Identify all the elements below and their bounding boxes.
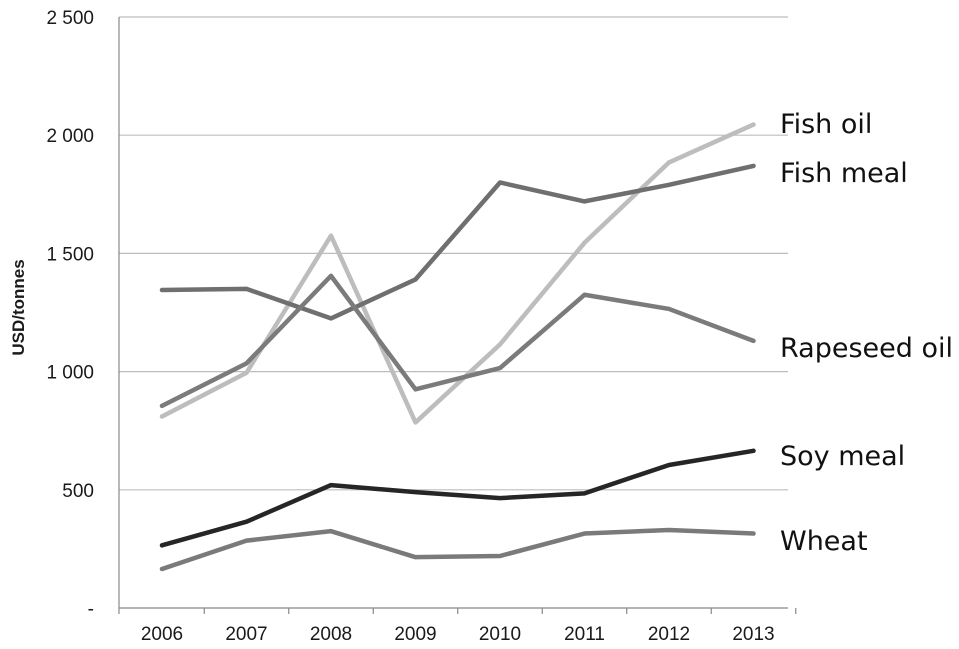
data-point-wheat [667, 527, 671, 532]
series-label-fish-oil: Fish oil [780, 109, 872, 140]
data-point-soy-meal [244, 519, 249, 524]
series-labels: Fish oil Fish meal Rapeseed oil Soy meal Whe… [780, 109, 953, 557]
x-tick-label: 2008 [310, 624, 352, 645]
x-tick-label: 2007 [225, 624, 267, 645]
x-tick-label: 2006 [141, 624, 183, 645]
series-label-fish-meal: Fish meal [780, 158, 908, 189]
data-point-fish-oil [413, 420, 418, 425]
data-point-fish-meal [244, 286, 249, 291]
gridlines [119, 16, 788, 491]
data-point-fish-oil [751, 122, 756, 127]
data-point-soy-meal [751, 448, 756, 453]
series-label-wheat: Wheat [780, 526, 868, 557]
y-tick-label: 1 500 [46, 244, 94, 265]
data-point-wheat [413, 555, 418, 560]
data-point-rapeseed-oil [244, 361, 249, 366]
series-label-rapeseed-oil: Rapeseed oil [780, 333, 953, 364]
x-tick-labels: 2006 2007 2008 2009 2010 2011 2012 2013 [141, 624, 775, 645]
data-point-fish-oil [498, 342, 502, 347]
data-point-fish-meal [329, 316, 333, 321]
data-point-wheat [244, 538, 249, 543]
data-point-soy-meal [160, 543, 164, 548]
y-axis-label: USD/tonnes [9, 259, 28, 355]
x-tick-label: 2009 [394, 624, 436, 645]
x-tick-label: 2010 [479, 624, 521, 645]
data-point-soy-meal [498, 496, 502, 501]
data-point-fish-oil [582, 240, 587, 245]
data-point-soy-meal [329, 483, 333, 488]
data-point-rapeseed-oil [413, 387, 418, 392]
data-point-soy-meal [582, 491, 587, 496]
data-point-fish-meal [667, 182, 671, 187]
data-point-rapeseed-oil [160, 403, 164, 408]
data-point-soy-meal [667, 462, 671, 467]
data-point-fish-oil [329, 233, 333, 238]
series-line-soy-meal [159, 448, 756, 548]
data-point-wheat [582, 531, 587, 536]
axes [118, 17, 797, 614]
y-tick-label: 1 000 [46, 363, 94, 384]
x-tick-label: 2011 [564, 624, 605, 645]
series-line-wheat [159, 527, 756, 572]
series-line-rapeseed-oil [159, 273, 756, 409]
data-point-rapeseed-oil [667, 306, 671, 311]
data-point-fish-meal [413, 277, 418, 282]
data-point-rapeseed-oil [498, 366, 502, 371]
data-point-fish-meal [160, 288, 164, 293]
y-tick-label: 500 [62, 481, 94, 502]
data-point-wheat [751, 531, 756, 536]
data-point-wheat [160, 566, 164, 571]
data-point-rapeseed-oil [329, 273, 333, 278]
x-tick-label: 2013 [732, 624, 774, 645]
data-point-rapeseed-oil [751, 338, 756, 343]
y-tick-label: 2 000 [46, 126, 94, 147]
data-point-fish-oil [160, 414, 164, 419]
y-tick-labels: - 500 1 000 1 500 2 000 2 500 [46, 8, 94, 620]
data-point-fish-meal [751, 163, 756, 168]
y-tick-label: - [88, 599, 94, 620]
x-tick-label: 2012 [648, 624, 690, 645]
data-point-fish-meal [582, 199, 587, 204]
series-lines [159, 122, 756, 572]
data-point-rapeseed-oil [582, 292, 587, 297]
data-point-fish-oil [244, 370, 249, 375]
series-line-fish-meal [159, 163, 756, 321]
data-point-wheat [329, 529, 333, 534]
data-point-fish-oil [667, 160, 671, 165]
y-tick-label: 2 500 [46, 8, 94, 29]
data-point-soy-meal [413, 490, 418, 495]
series-label-soy-meal: Soy meal [780, 441, 905, 472]
data-point-fish-meal [498, 180, 502, 185]
data-point-wheat [498, 553, 502, 558]
